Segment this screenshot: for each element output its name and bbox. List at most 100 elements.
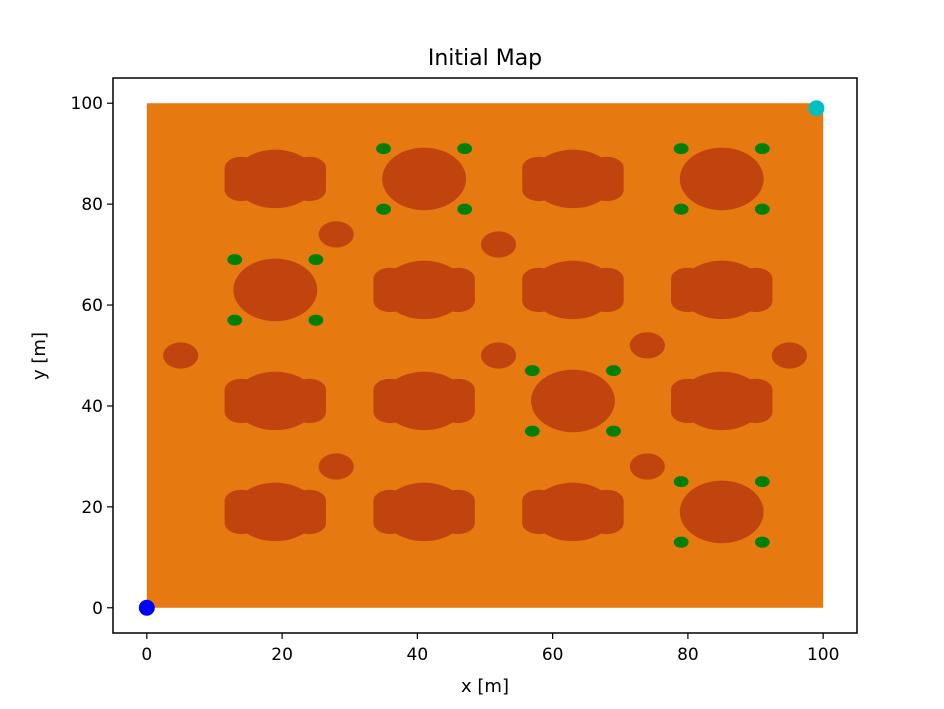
- lobed-obstacle: [224, 482, 327, 542]
- small-obstacle: [480, 231, 517, 258]
- y-tick-label: 20: [81, 498, 103, 518]
- y-axis-label: y [m]: [29, 332, 50, 380]
- obstacle-lobe: [373, 511, 408, 535]
- obstacle-lobe: [589, 511, 624, 535]
- obstacle-lobe: [522, 289, 557, 313]
- obstacle-lobe: [292, 511, 327, 535]
- obstacle-lobe: [441, 400, 475, 424]
- obstacle-lobe: [224, 489, 259, 512]
- marked-obstacle: [227, 254, 324, 326]
- green-marker: [673, 536, 689, 548]
- green-marker: [754, 203, 770, 215]
- small-obstacle: [629, 332, 665, 359]
- green-marker: [376, 143, 391, 155]
- obstacle-lobe: [522, 178, 557, 202]
- axes-frame: [112, 77, 858, 634]
- y-tick-label: 40: [81, 397, 103, 417]
- obstacle-lobe: [373, 289, 408, 313]
- x-tick-label: 40: [407, 645, 429, 665]
- obstacle-lobe: [224, 178, 259, 202]
- small-obstacle: [318, 221, 354, 248]
- obstacle-lobe: [589, 489, 624, 512]
- obstacle-lobe: [738, 400, 773, 424]
- marked-obstacle: [673, 143, 770, 215]
- green-marker: [754, 536, 770, 548]
- y-tick-label: 60: [81, 296, 103, 316]
- x-tick-label: 0: [141, 645, 152, 665]
- marked-obstacle: [673, 476, 770, 548]
- obstacle-lobe: [738, 378, 773, 401]
- lobed-obstacle: [671, 371, 773, 431]
- small-obstacle: [163, 342, 199, 369]
- obstacle-body: [233, 258, 318, 322]
- lobed-obstacle: [522, 482, 624, 542]
- x-tick-label: 60: [542, 645, 564, 665]
- goal-point: [808, 100, 825, 117]
- lobed-obstacle: [522, 149, 624, 209]
- x-axis: 0 20 40 60 80 100: [141, 633, 839, 665]
- x-tick-label: 80: [677, 645, 699, 665]
- small-obstacle: [480, 342, 517, 369]
- green-marker: [673, 476, 689, 488]
- y-tick-label: 0: [92, 599, 103, 619]
- lobed-obstacle: [373, 371, 475, 431]
- obstacle-lobe: [671, 400, 705, 424]
- obstacle-lobe: [292, 178, 327, 202]
- obstacle-lobe: [224, 511, 259, 535]
- obstacle-lobe: [292, 378, 327, 401]
- obstacle-lobe: [441, 267, 475, 290]
- green-marker: [457, 143, 473, 155]
- y-tick-label: 100: [71, 94, 103, 114]
- obstacle-lobe: [441, 511, 475, 535]
- obstacle-lobe: [292, 156, 327, 179]
- green-marker: [606, 365, 621, 377]
- obstacle-lobe: [671, 378, 705, 401]
- green-marker: [606, 425, 621, 437]
- green-marker: [754, 476, 770, 488]
- obstacle-lobe: [522, 511, 557, 535]
- green-marker: [227, 254, 243, 266]
- obstacle-lobe: [373, 400, 408, 424]
- obstacle-lobe: [671, 289, 705, 313]
- lobed-obstacle: [224, 149, 327, 209]
- obstacle-body: [679, 480, 764, 544]
- obstacle-lobe: [522, 156, 557, 179]
- obstacle-lobe: [224, 378, 259, 401]
- lobed-obstacle: [373, 260, 475, 320]
- y-tick-label: 80: [81, 195, 103, 215]
- obstacle-lobe: [224, 400, 259, 424]
- small-obstacle: [771, 342, 807, 369]
- lobed-obstacle: [224, 371, 327, 431]
- obstacle-lobe: [589, 267, 624, 290]
- x-tick-label: 20: [271, 645, 293, 665]
- green-marker: [227, 314, 243, 326]
- obstacle-lobe: [292, 489, 327, 512]
- start-point: [138, 599, 155, 616]
- plot-area: [138, 100, 825, 616]
- obstacle-lobe: [738, 267, 773, 290]
- obstacle-lobe: [373, 489, 408, 512]
- green-marker: [457, 203, 473, 215]
- obstacle-lobe: [738, 289, 773, 313]
- green-marker: [673, 203, 689, 215]
- marked-obstacle: [524, 365, 621, 437]
- chart-title: Initial Map: [428, 46, 542, 71]
- small-obstacle: [629, 453, 665, 480]
- x-axis-label: x [m]: [461, 676, 509, 697]
- obstacle-body: [679, 147, 764, 211]
- obstacle-lobe: [671, 267, 705, 290]
- obstacle-lobe: [589, 289, 624, 313]
- obstacle-lobe: [441, 489, 475, 512]
- marked-obstacle: [376, 143, 473, 215]
- green-marker: [308, 254, 324, 266]
- green-marker: [376, 203, 391, 215]
- lobed-obstacle: [522, 260, 624, 320]
- green-marker: [524, 425, 540, 437]
- obstacle-lobe: [441, 289, 475, 313]
- obstacle-lobe: [373, 378, 408, 401]
- green-marker: [754, 143, 770, 155]
- lobed-obstacle: [671, 260, 773, 320]
- obstacle-lobe: [224, 156, 259, 179]
- green-marker: [308, 314, 324, 326]
